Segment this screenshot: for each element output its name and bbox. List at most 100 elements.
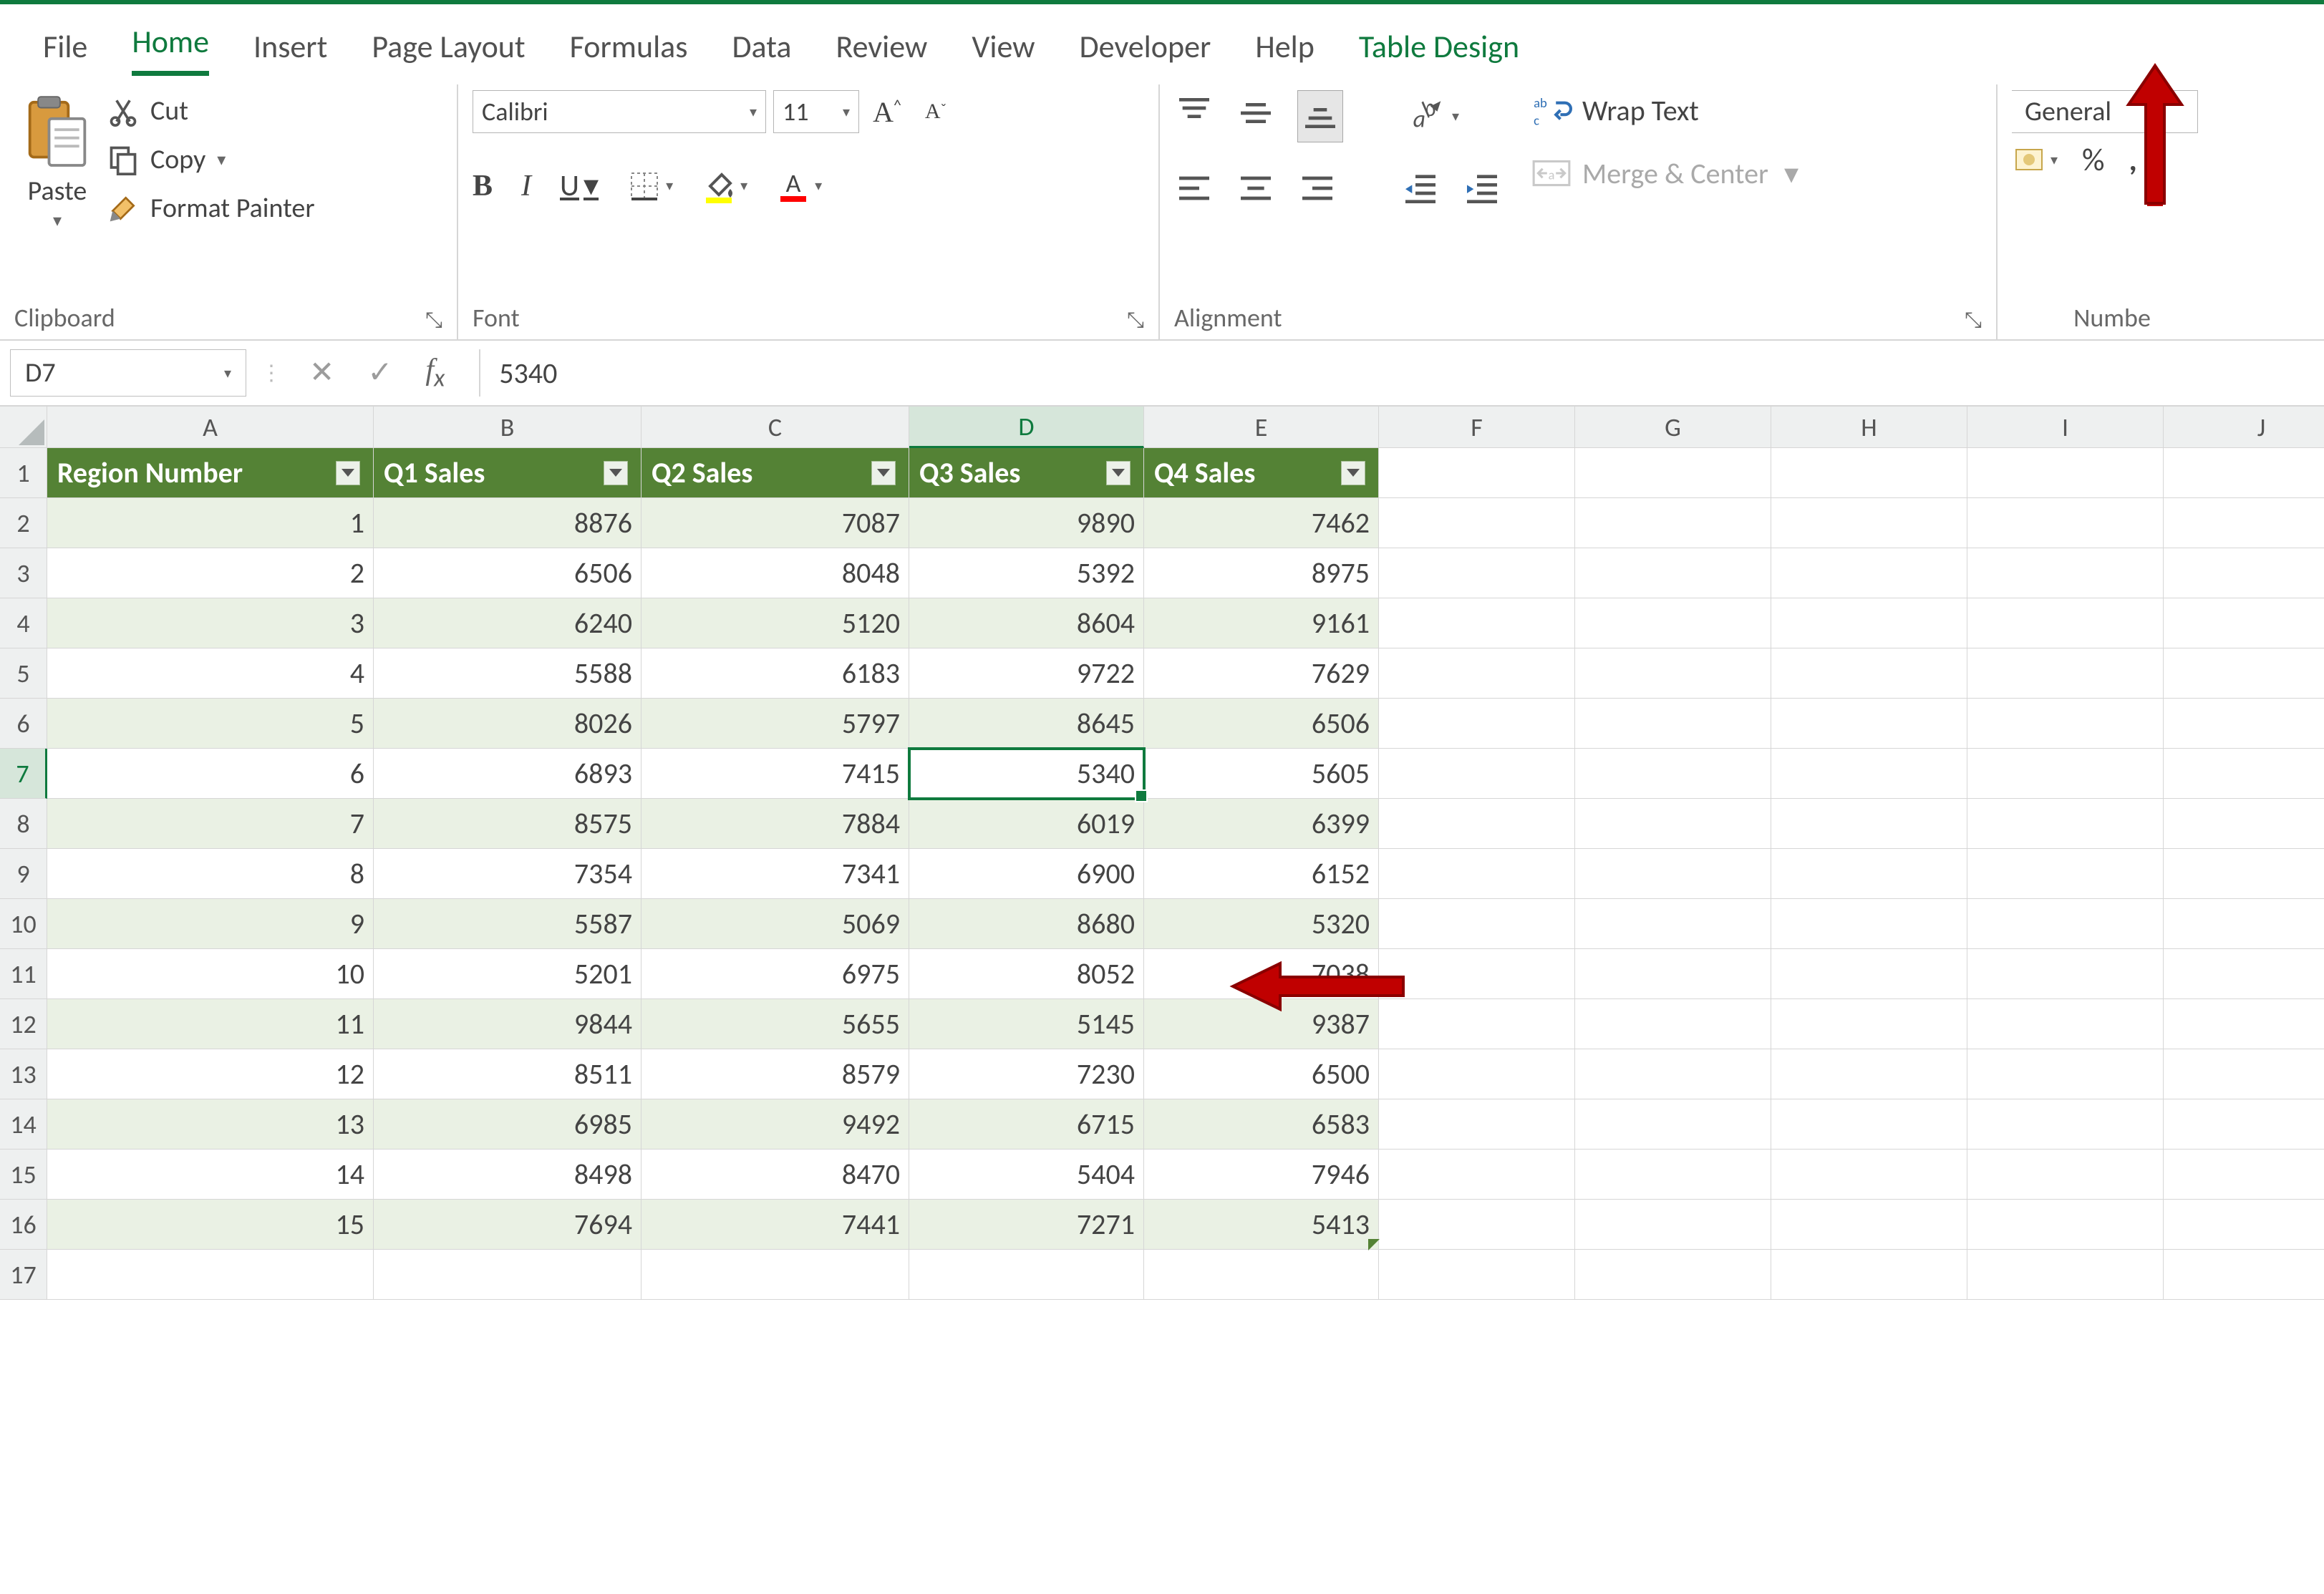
cell[interactable]: 5605 (1144, 749, 1379, 799)
cell[interactable] (2164, 548, 2324, 598)
cell[interactable]: 8579 (641, 1049, 909, 1099)
cell[interactable] (1771, 999, 1967, 1049)
align-right-button[interactable] (1297, 168, 1337, 215)
cell[interactable] (1575, 749, 1771, 799)
tab-home[interactable]: Home (132, 22, 209, 76)
cell[interactable]: 8680 (909, 899, 1144, 949)
filter-dropdown-icon[interactable] (336, 461, 360, 485)
cell[interactable] (1771, 1200, 1967, 1250)
cell[interactable] (2164, 1049, 2324, 1099)
cell[interactable] (1575, 1099, 1771, 1150)
cell[interactable] (1771, 498, 1967, 548)
cell[interactable]: 8511 (374, 1049, 641, 1099)
cell[interactable] (1575, 498, 1771, 548)
cell[interactable]: 5201 (374, 949, 641, 999)
cell[interactable] (1379, 548, 1575, 598)
chevron-down-icon[interactable]: ▾ (53, 210, 62, 231)
column-header[interactable]: D (909, 407, 1144, 448)
cell[interactable] (1575, 1250, 1771, 1300)
cell[interactable] (1967, 598, 2164, 648)
cell[interactable]: 6583 (1144, 1099, 1379, 1150)
cell[interactable] (1575, 648, 1771, 699)
row-header[interactable]: 4 (0, 598, 47, 648)
italic-button[interactable]: I (521, 169, 531, 203)
column-header[interactable]: J (2164, 407, 2324, 448)
cell[interactable] (1967, 548, 2164, 598)
cell[interactable]: 4 (47, 648, 374, 699)
cell[interactable] (1967, 1099, 2164, 1150)
cell[interactable]: 3 (47, 598, 374, 648)
cell[interactable]: 7087 (641, 498, 909, 548)
cell[interactable]: 6399 (1144, 799, 1379, 849)
cell[interactable] (1771, 1049, 1967, 1099)
table-header-cell[interactable]: Q4 Sales (1144, 448, 1379, 498)
cell[interactable]: 5069 (641, 899, 909, 949)
cell[interactable]: 13 (47, 1099, 374, 1150)
cell[interactable]: 7341 (641, 849, 909, 899)
cell[interactable] (374, 1250, 641, 1300)
cell[interactable] (1771, 548, 1967, 598)
cell[interactable] (1575, 448, 1771, 498)
cell[interactable] (2164, 949, 2324, 999)
cell[interactable]: 5404 (909, 1150, 1144, 1200)
row-header[interactable]: 3 (0, 548, 47, 598)
filter-dropdown-icon[interactable] (1106, 461, 1130, 485)
cell[interactable] (1967, 849, 2164, 899)
cell[interactable] (2164, 1250, 2324, 1300)
filter-dropdown-icon[interactable] (1341, 461, 1365, 485)
cell[interactable]: 6975 (641, 949, 909, 999)
cell[interactable]: 5413 (1144, 1200, 1379, 1250)
cell[interactable] (1967, 648, 2164, 699)
cell[interactable]: 6506 (1144, 699, 1379, 749)
borders-button[interactable]: ▾ (627, 169, 673, 203)
cell[interactable]: 5392 (909, 548, 1144, 598)
select-all-corner[interactable] (0, 407, 47, 448)
cell[interactable] (1967, 1200, 2164, 1250)
tab-table-design[interactable]: Table Design (1359, 27, 1519, 76)
cell[interactable]: 15 (47, 1200, 374, 1250)
cell[interactable] (1379, 1200, 1575, 1250)
cell[interactable] (1967, 749, 2164, 799)
cell[interactable] (1575, 1150, 1771, 1200)
cell[interactable]: 8604 (909, 598, 1144, 648)
cell[interactable]: 8 (47, 849, 374, 899)
align-middle-button[interactable] (1236, 93, 1276, 140)
cell[interactable] (1967, 999, 2164, 1049)
row-header[interactable]: 1 (0, 448, 47, 498)
cell[interactable] (1771, 849, 1967, 899)
align-left-button[interactable] (1174, 168, 1214, 215)
row-header[interactable]: 16 (0, 1200, 47, 1250)
cancel-formula-button[interactable]: ✕ (309, 354, 334, 391)
cell[interactable] (2164, 799, 2324, 849)
column-header[interactable]: G (1575, 407, 1771, 448)
cell[interactable] (1967, 699, 2164, 749)
cell[interactable]: 6500 (1144, 1049, 1379, 1099)
tab-page-layout[interactable]: Page Layout (372, 27, 525, 76)
cell[interactable]: 6019 (909, 799, 1144, 849)
row-header[interactable]: 17 (0, 1250, 47, 1300)
cell[interactable] (1379, 1099, 1575, 1150)
align-bottom-button[interactable] (1297, 90, 1343, 142)
percent-button[interactable]: % (2082, 140, 2104, 179)
cell[interactable] (1379, 448, 1575, 498)
column-header[interactable]: C (641, 407, 909, 448)
cell[interactable]: 7271 (909, 1200, 1144, 1250)
cell[interactable]: 7415 (641, 749, 909, 799)
cell[interactable] (2164, 1150, 2324, 1200)
cell[interactable]: 5 (47, 699, 374, 749)
cell[interactable]: 8052 (909, 949, 1144, 999)
filter-dropdown-icon[interactable] (871, 461, 896, 485)
cell[interactable]: 7629 (1144, 648, 1379, 699)
row-header[interactable]: 13 (0, 1049, 47, 1099)
cell[interactable]: 2 (47, 548, 374, 598)
cell[interactable]: 6893 (374, 749, 641, 799)
cell[interactable]: 7694 (374, 1200, 641, 1250)
cell[interactable]: 6240 (374, 598, 641, 648)
cell[interactable] (1379, 949, 1575, 999)
cell[interactable] (909, 1250, 1144, 1300)
font-color-button[interactable]: A ▾ (776, 169, 822, 203)
cell[interactable]: 5340 (909, 749, 1144, 799)
cell[interactable] (1379, 699, 1575, 749)
paste-button[interactable]: Paste ▾ (14, 90, 100, 234)
cell[interactable] (1379, 498, 1575, 548)
